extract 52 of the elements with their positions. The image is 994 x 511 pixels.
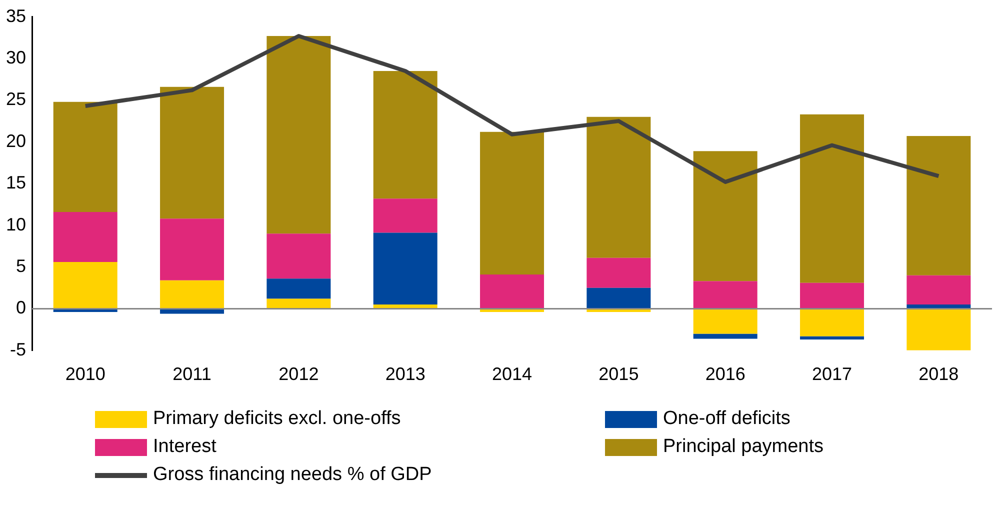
x-tick-label: 2011	[172, 364, 212, 384]
bar	[693, 308, 758, 334]
bar	[373, 71, 438, 199]
x-tick-label: 2018	[918, 364, 959, 384]
bar	[160, 280, 224, 309]
bar	[800, 308, 864, 336]
bar	[266, 234, 331, 279]
x-tick-label: 2016	[705, 364, 746, 384]
bar	[800, 114, 864, 283]
bar	[373, 198, 438, 233]
bar	[160, 86, 224, 219]
y-tick-label: 25	[6, 89, 26, 110]
bar	[693, 334, 758, 339]
y-tick-label: 10	[6, 214, 26, 234]
bar	[53, 262, 118, 309]
bar	[53, 212, 118, 262]
y-tick-label: 35	[6, 6, 26, 26]
bar	[266, 298, 331, 309]
bar	[693, 151, 758, 282]
bar	[53, 102, 118, 212]
x-tick-label: 2017	[812, 364, 852, 384]
bar	[586, 258, 651, 288]
legend-label: Gross financing needs % of GDP	[153, 464, 432, 486]
bar	[480, 274, 544, 309]
bar	[586, 288, 651, 309]
legend-label: One-off deficits	[663, 408, 790, 430]
bar	[693, 281, 758, 309]
y-tick-label: 30	[6, 47, 26, 68]
x-tick-label: 2014	[492, 364, 532, 384]
bar	[586, 116, 651, 258]
x-tick-label: 2010	[65, 364, 106, 384]
bar	[906, 308, 971, 350]
x-tick-label: 2013	[385, 364, 426, 384]
y-tick-label: 15	[6, 172, 26, 193]
y-tick-label: 20	[6, 130, 26, 151]
bar	[800, 282, 864, 309]
legend-label: Interest	[153, 436, 216, 458]
x-tick-label: 2012	[278, 364, 319, 384]
bar	[480, 132, 544, 275]
legend-label: Principal payments	[663, 436, 824, 458]
legend-label: Primary deficits excl. one-offs	[153, 408, 401, 430]
y-tick-label: 5	[16, 256, 26, 276]
bar	[266, 278, 331, 299]
bar	[160, 218, 224, 280]
y-tick-label: 0	[16, 298, 26, 318]
bar	[906, 275, 971, 305]
x-tick-label: 2015	[598, 364, 639, 384]
bar	[373, 232, 438, 305]
bar	[800, 336, 864, 340]
y-tick-label: -5	[10, 339, 26, 360]
bar	[906, 136, 971, 276]
bar	[266, 36, 331, 234]
